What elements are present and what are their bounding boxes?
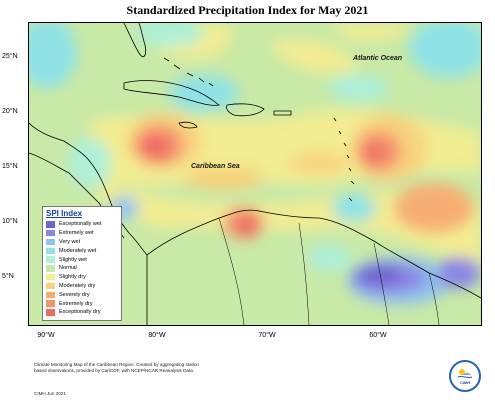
legend-label: Severely dry: [59, 291, 90, 298]
legend-item: Slightly dry: [46, 273, 118, 282]
legend-label: Extremely dry: [59, 300, 93, 307]
legend-item: Extremely wet: [46, 229, 118, 238]
lon-label-90w: 90°W: [37, 332, 55, 339]
legend-swatch: [46, 238, 55, 246]
spi-legend: SPI Index Exceptionally wet Extremely wet…: [42, 206, 122, 321]
spi-map-canvas: [29, 23, 481, 325]
legend-item: Very wet: [46, 238, 118, 247]
legend-label: Extremely wet: [59, 230, 94, 237]
legend-item: Exceptionally dry: [46, 308, 118, 317]
legend-label: Moderately wet: [59, 247, 97, 254]
legend-item: Extremely dry: [46, 299, 118, 308]
lat-label-25n: 25°N: [2, 53, 18, 60]
legend-item: Severely dry: [46, 290, 118, 299]
legend-swatch: [46, 265, 55, 272]
legend-title: SPI Index: [46, 209, 83, 218]
lon-label-80w: 80°W: [148, 332, 166, 339]
logo-text: CIMH: [459, 380, 471, 385]
lon-label-60w: 60°W: [369, 332, 387, 339]
legend-swatch: [46, 256, 55, 263]
legend-label: Exceptionally wet: [59, 221, 102, 228]
legend-label: Normal: [59, 265, 77, 272]
copyright: CIMH Jun 2021: [34, 391, 66, 396]
legend-item: Normal: [46, 264, 118, 273]
footnote: Climate Monitoring Map of the Caribbean …: [34, 362, 199, 373]
legend-label: Very wet: [59, 238, 81, 245]
lat-label-15n: 15°N: [2, 163, 18, 170]
lat-label-20n: 20°N: [2, 108, 18, 115]
legend-swatch: [46, 282, 55, 290]
legend-label: Slightly dry: [59, 274, 86, 281]
legend-label: Exceptionally dry: [59, 309, 101, 316]
legend-swatch: [46, 291, 55, 299]
spi-anomaly-field: [29, 23, 481, 305]
legend-item: Moderately wet: [46, 246, 118, 255]
legend-swatch: [46, 273, 55, 281]
lat-label-10n: 10°N: [2, 218, 18, 225]
legend-label: Moderately dry: [59, 282, 96, 289]
legend-swatch: [46, 247, 55, 255]
atlantic-ocean-label: Atlantic Ocean: [353, 55, 403, 62]
legend-item: Slightly wet: [46, 255, 118, 264]
lon-label-70w: 70°W: [258, 332, 276, 339]
caribbean-sea-label: Caribbean Sea: [191, 163, 240, 170]
map-title: Standardized Precipitation Index for May…: [126, 3, 369, 17]
logo-icon: [457, 369, 473, 379]
lat-label-5n: 5°N: [2, 273, 14, 280]
legend-swatch: [46, 229, 55, 237]
cimh-logo: CIMH: [449, 360, 481, 392]
legend-swatch: [46, 309, 55, 316]
legend-item: Moderately dry: [46, 282, 118, 291]
legend-items: Exceptionally wet Extremely wet Very wet Mo…: [46, 220, 118, 317]
legend-swatch: [46, 221, 55, 228]
legend-item: Exceptionally wet: [46, 220, 118, 229]
legend-label: Slightly wet: [59, 256, 87, 263]
legend-swatch: [46, 300, 55, 307]
